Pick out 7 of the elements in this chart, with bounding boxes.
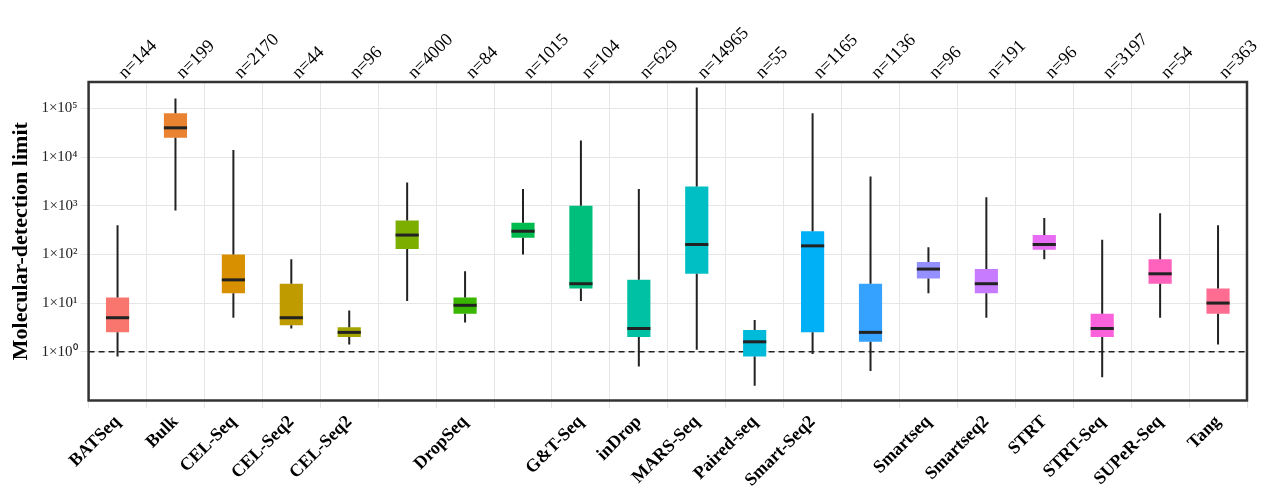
y-tick-label: 1×10³	[42, 196, 79, 213]
y-tick-label: 1×10⁴	[41, 148, 78, 165]
y-tick-label: 1×10²	[42, 245, 79, 262]
y-axis-title: Molecular-detection limit	[6, 121, 32, 361]
y-tick-label: 1×10⁰	[41, 342, 78, 359]
y-tick-label: 1×10⁵	[41, 99, 78, 116]
y-tick-label: 1×10¹	[42, 294, 78, 311]
